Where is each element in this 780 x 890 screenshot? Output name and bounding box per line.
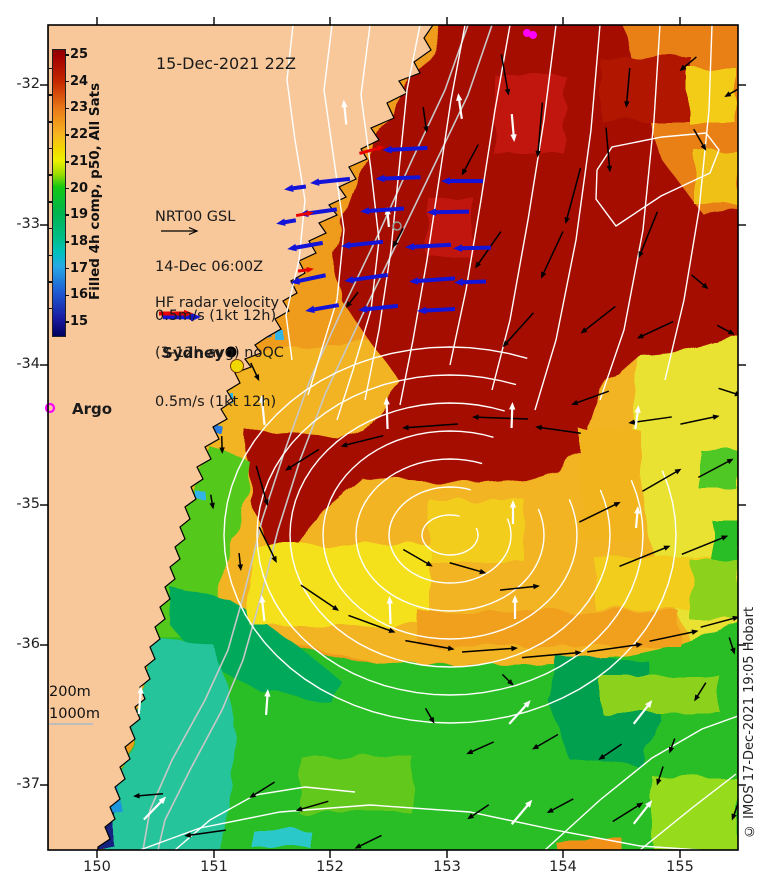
colorbar-tick-label: 25 — [70, 47, 89, 62]
hf-radar-vectors-layer — [276, 145, 492, 315]
y-tick-label: -32 — [16, 76, 40, 92]
colorbar-tick-label: 23 — [70, 100, 89, 116]
colorbar-minor-tick — [48, 227, 52, 230]
legend-hf: HF radar velocity (3-12h avg) noQC 0.5m/… — [155, 262, 284, 444]
colorbar-minor-tick — [48, 94, 52, 96]
gsl-current-arrows-layer — [133, 54, 738, 849]
sydney-label: Sydney — [162, 344, 224, 362]
argo-label: Argo — [72, 400, 113, 418]
colorbar-tick — [65, 187, 69, 190]
x-tick-label: 154 — [549, 859, 577, 875]
x-tick-label: 150 — [83, 859, 111, 875]
y-tick-label: -36 — [16, 636, 40, 652]
sst-raster-layer — [48, 25, 738, 850]
colorbar-tick-label: 20 — [70, 180, 89, 196]
legend-nrt: NRT00 GSL 14-Dec 06:00Z 0.5m/s (1kt 12h) — [155, 176, 276, 358]
y-tick-label: -34 — [16, 356, 40, 372]
bathymetry-contours-layer — [142, 25, 493, 850]
legend-nrt-line3: 0.5m/s (1kt 12h) — [155, 308, 277, 324]
colorbar-tick — [65, 107, 69, 110]
colorbar-tick — [65, 214, 69, 216]
station-marker — [230, 359, 244, 373]
y-tick-label: -37 — [16, 776, 40, 792]
colorbar-tick — [65, 241, 69, 243]
land-coastline — [48, 25, 434, 850]
x-tick-label: 153 — [433, 859, 461, 875]
map-layers — [48, 25, 738, 850]
colorbar-tick-label: 22 — [70, 127, 89, 143]
axis-ticks — [40, 17, 746, 858]
white-current-arrows-layer — [137, 93, 653, 825]
argo-legend-marker — [44, 402, 56, 414]
colorbar-tick — [65, 54, 69, 56]
colorbar-minor-tick — [48, 121, 52, 123]
colorbar-tick — [65, 267, 69, 270]
ssh-contours-layer — [139, 25, 738, 850]
legend-arrows — [159, 226, 201, 322]
x-tick-label: 151 — [200, 859, 228, 875]
y-tick-label: -35 — [16, 496, 40, 512]
colorbar-minor-tick — [48, 201, 52, 203]
x-tick-label: 155 — [666, 859, 694, 875]
legend-hf-line1: HF radar velocity — [155, 295, 280, 311]
colorbar-minor-tick — [48, 147, 52, 150]
legend-nrt-line1: NRT00 GSL — [155, 209, 236, 225]
colorbar — [52, 49, 66, 337]
x-tick-label: 152 — [316, 859, 344, 875]
sydney-dot — [225, 346, 237, 358]
date-title: 15-Dec-2021 22Z — [156, 54, 296, 73]
colorbar-minor-tick — [48, 307, 52, 310]
drifter-marker — [392, 221, 402, 231]
y-tick-label: -33 — [16, 216, 40, 232]
colorbar-tick-label: 18 — [70, 233, 89, 249]
colorbar-tick-label: 16 — [70, 287, 89, 303]
legend-hf-line3: 0.5m/s (1kt 12h) — [155, 394, 277, 410]
plot-border — [47, 24, 739, 851]
colorbar-tick — [65, 321, 69, 323]
colorbar-tick — [65, 294, 69, 297]
colorbar-minor-tick — [48, 174, 52, 176]
colorbar-minor-tick — [48, 67, 52, 70]
legend-hf-line2: (3-12h avg) noQC — [155, 344, 284, 361]
colorbar-tick-label: 24 — [70, 73, 89, 89]
colorbar-tick — [65, 161, 69, 163]
colorbar-tick-label: 19 — [70, 207, 89, 223]
colorbar-tick-label: 15 — [70, 314, 89, 329]
colorbar-minor-tick — [48, 281, 52, 283]
colorbar-tick-label: 17 — [70, 260, 89, 276]
colorbar-tick-label: 21 — [70, 153, 89, 169]
argo-float-marker — [529, 31, 537, 39]
colorbar-tick — [65, 80, 69, 83]
colorbar-label: Filled 4h comp, p50, All Sats — [87, 82, 103, 301]
colorbar-tick — [65, 134, 69, 136]
colorbar-minor-tick — [48, 254, 52, 256]
legend-nrt-line2: 14-Dec 06:00Z — [155, 258, 264, 275]
markers-layer — [225, 29, 537, 373]
depth-200m-label: 200m — [49, 684, 91, 700]
depth-contour-sample-line — [49, 723, 93, 725]
copyright-credit: © IMOS 17-Dec-2021 19:05 Hobart — [742, 606, 757, 839]
depth-1000m-label: 1000m — [49, 706, 101, 722]
